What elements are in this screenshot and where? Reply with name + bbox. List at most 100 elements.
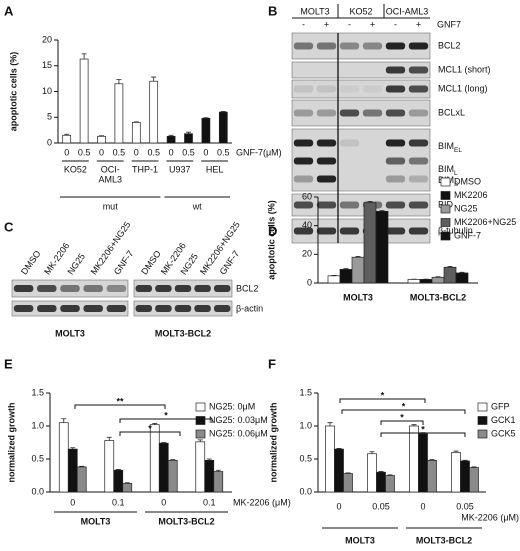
- y-tick-label: 20: [302, 249, 312, 259]
- band: [339, 85, 360, 93]
- bar: [114, 83, 124, 144]
- x-axis-label: GNF-7(μM): [236, 147, 282, 157]
- band: [60, 305, 80, 312]
- band: [385, 109, 406, 117]
- x-tick-label: 0: [161, 497, 166, 507]
- panel-letter: A: [4, 3, 14, 18]
- band: [60, 285, 80, 292]
- bar: [62, 134, 72, 144]
- band: [174, 305, 192, 312]
- row-label-sub: EL: [454, 147, 462, 154]
- y-tick-label: 0.0: [299, 486, 312, 496]
- band: [83, 305, 103, 312]
- error-bar: [411, 424, 417, 426]
- row-label-sub: S: [454, 181, 459, 188]
- legend-label: MK2206: [454, 190, 488, 200]
- group-label: OCI-: [101, 164, 120, 174]
- legend-swatch: [440, 177, 451, 187]
- legend-swatch: [477, 402, 488, 412]
- bar: [67, 448, 78, 493]
- panel-letter: C: [4, 219, 14, 234]
- y-tick-label: 0: [307, 277, 312, 287]
- bar: [460, 460, 470, 493]
- x-tick-label: 0: [169, 147, 174, 157]
- error-bar: [378, 471, 384, 473]
- y-tick-label: 10: [42, 86, 52, 96]
- y-axis-label: apoptotic cells (%): [8, 52, 18, 132]
- band: [339, 227, 360, 235]
- bar: [363, 202, 377, 284]
- band: [293, 85, 314, 93]
- legend-label: GNF-7: [454, 230, 481, 240]
- group-label: THP-1: [132, 164, 158, 174]
- group-label: AML3: [98, 174, 122, 184]
- bar: [204, 459, 215, 493]
- band: [339, 109, 360, 117]
- cell-line-label: MOLT3: [300, 6, 329, 16]
- error-bar: [462, 459, 468, 461]
- bar: [58, 422, 69, 493]
- error-bar: [327, 422, 333, 426]
- legend-swatch: [195, 416, 206, 425]
- lane-label: NG25: [65, 252, 87, 277]
- bar: [122, 483, 133, 493]
- error-bar: [206, 458, 212, 461]
- significance-bracket: [74, 404, 166, 409]
- y-tick-label: 5: [47, 112, 52, 122]
- x-tick-label: 0: [99, 147, 104, 157]
- bar: [131, 122, 141, 144]
- x-tick-label: 0: [70, 497, 75, 507]
- error-bar: [161, 442, 167, 444]
- legend-label: GFP: [491, 401, 510, 411]
- significance-bracket: [380, 420, 424, 425]
- bar: [469, 467, 479, 493]
- x-tick-label: 0.05: [456, 501, 474, 511]
- band: [13, 305, 34, 312]
- x-tick-label: MOLT3: [343, 292, 373, 302]
- row-label: BIML: [438, 164, 458, 176]
- x-tick-label: 0.05: [372, 501, 390, 511]
- lane-label: GNF-7: [112, 249, 136, 277]
- band: [293, 227, 314, 235]
- y-tick-label: 20: [42, 34, 52, 44]
- x-tick-label: 0.1: [203, 497, 216, 507]
- bar: [325, 425, 335, 493]
- band: [408, 42, 429, 50]
- band: [293, 157, 314, 165]
- row-label: MCL1 (long): [438, 83, 488, 93]
- band: [13, 285, 34, 292]
- bar: [149, 80, 159, 144]
- legend-label: NG25: 0.03μM: [209, 415, 268, 425]
- band: [37, 285, 57, 292]
- significance-label: **: [116, 396, 124, 406]
- treatment-label: GNF7: [437, 19, 461, 29]
- blot-strip: [291, 32, 431, 60]
- significance-bracket: [119, 431, 181, 436]
- legend-label: MK2206+NG25: [454, 217, 516, 227]
- error-bar: [355, 255, 361, 258]
- band: [106, 285, 127, 292]
- bar: [104, 440, 115, 493]
- legend-swatch: [440, 204, 451, 214]
- bar: [419, 279, 433, 284]
- band: [408, 157, 429, 165]
- bar: [213, 471, 224, 493]
- row-label-main: BIM: [438, 164, 454, 174]
- y-tick-label: 1.5: [299, 387, 312, 397]
- error-bar: [116, 79, 122, 84]
- x-tick-label: 0.1: [112, 497, 125, 507]
- error-bar: [151, 76, 157, 82]
- band: [385, 85, 406, 93]
- error-bar: [369, 451, 375, 454]
- error-bar: [203, 117, 209, 119]
- error-bar: [429, 459, 435, 461]
- x-tick-label: 0: [134, 147, 139, 157]
- band: [408, 85, 429, 93]
- bar: [218, 111, 228, 144]
- band: [408, 175, 429, 183]
- bar: [339, 269, 353, 284]
- cell-line-label: MOLT3: [55, 328, 85, 338]
- band: [316, 201, 337, 209]
- cell-line-label: MOLT3-BCL2: [155, 328, 211, 338]
- band: [135, 305, 153, 312]
